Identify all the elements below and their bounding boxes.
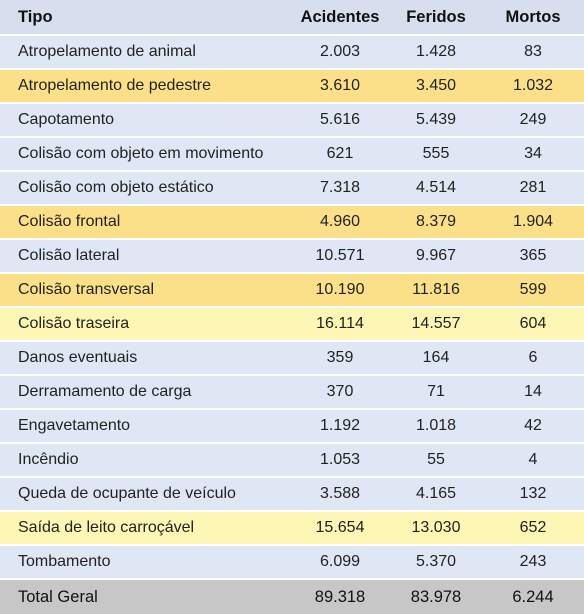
cell-tipo: Engavetamento <box>0 410 290 444</box>
table-body: Atropelamento de animal 2.003 1.428 83 Atrop… <box>0 36 584 580</box>
cell-mortos: 243 <box>482 546 584 580</box>
cell-feridos: 1.018 <box>390 410 482 444</box>
cell-mortos: 599 <box>482 274 584 308</box>
table-row: Danos eventuais 359 164 6 <box>0 342 584 376</box>
cell-tipo: Colisão transversal <box>0 274 290 308</box>
cell-acidentes: 359 <box>290 342 390 376</box>
cell-mortos: 1.904 <box>482 206 584 240</box>
table-row: Incêndio 1.053 55 4 <box>0 444 584 478</box>
cell-mortos: 4 <box>482 444 584 478</box>
total-label: Total Geral <box>0 580 290 614</box>
cell-tipo: Atropelamento de pedestre <box>0 70 290 104</box>
cell-tipo: Danos eventuais <box>0 342 290 376</box>
total-mortos: 6.244 <box>482 580 584 614</box>
table-row: Colisão com objeto em movimento 621 555 34 <box>0 138 584 172</box>
header-row: Tipo Acidentes Feridos Mortos <box>0 0 584 36</box>
cell-feridos: 164 <box>390 342 482 376</box>
cell-mortos: 365 <box>482 240 584 274</box>
cell-feridos: 13.030 <box>390 512 482 546</box>
header-mortos: Mortos <box>482 0 584 36</box>
table-row: Queda de ocupante de veículo 3.588 4.165 13… <box>0 478 584 512</box>
cell-feridos: 555 <box>390 138 482 172</box>
cell-feridos: 3.450 <box>390 70 482 104</box>
cell-feridos: 5.370 <box>390 546 482 580</box>
cell-feridos: 9.967 <box>390 240 482 274</box>
header-tipo: Tipo <box>0 0 290 36</box>
cell-acidentes: 2.003 <box>290 36 390 70</box>
table-row: Atropelamento de animal 2.003 1.428 83 <box>0 36 584 70</box>
cell-acidentes: 4.960 <box>290 206 390 240</box>
header-feridos: Feridos <box>390 0 482 36</box>
cell-acidentes: 10.571 <box>290 240 390 274</box>
cell-acidentes: 16.114 <box>290 308 390 342</box>
table-row: Colisão traseira 16.114 14.557 604 <box>0 308 584 342</box>
cell-acidentes: 3.588 <box>290 478 390 512</box>
cell-acidentes: 7.318 <box>290 172 390 206</box>
cell-feridos: 1.428 <box>390 36 482 70</box>
cell-mortos: 652 <box>482 512 584 546</box>
table-row: Atropelamento de pedestre 3.610 3.450 1.032 <box>0 70 584 104</box>
cell-mortos: 249 <box>482 104 584 138</box>
cell-mortos: 34 <box>482 138 584 172</box>
cell-acidentes: 370 <box>290 376 390 410</box>
cell-feridos: 55 <box>390 444 482 478</box>
cell-tipo: Queda de ocupante de veículo <box>0 478 290 512</box>
table-row: Capotamento 5.616 5.439 249 <box>0 104 584 138</box>
cell-tipo: Colisão frontal <box>0 206 290 240</box>
cell-tipo: Colisão lateral <box>0 240 290 274</box>
cell-acidentes: 6.099 <box>290 546 390 580</box>
cell-mortos: 281 <box>482 172 584 206</box>
cell-tipo: Colisão traseira <box>0 308 290 342</box>
table-row: Engavetamento 1.192 1.018 42 <box>0 410 584 444</box>
cell-tipo: Capotamento <box>0 104 290 138</box>
table-row: Colisão lateral 10.571 9.967 365 <box>0 240 584 274</box>
cell-tipo: Colisão com objeto estático <box>0 172 290 206</box>
cell-feridos: 71 <box>390 376 482 410</box>
table-row: Tombamento 6.099 5.370 243 <box>0 546 584 580</box>
cell-mortos: 42 <box>482 410 584 444</box>
table-row: Colisão transversal 10.190 11.816 599 <box>0 274 584 308</box>
cell-feridos: 4.514 <box>390 172 482 206</box>
total-acidentes: 89.318 <box>290 580 390 614</box>
cell-feridos: 11.816 <box>390 274 482 308</box>
cell-feridos: 4.165 <box>390 478 482 512</box>
cell-mortos: 604 <box>482 308 584 342</box>
cell-acidentes: 10.190 <box>290 274 390 308</box>
table-row: Colisão frontal 4.960 8.379 1.904 <box>0 206 584 240</box>
cell-acidentes: 5.616 <box>290 104 390 138</box>
cell-mortos: 83 <box>482 36 584 70</box>
table-row: Colisão com objeto estático 7.318 4.514 281 <box>0 172 584 206</box>
cell-mortos: 6 <box>482 342 584 376</box>
total-row: Total Geral 89.318 83.978 6.244 <box>0 580 584 614</box>
cell-mortos: 14 <box>482 376 584 410</box>
cell-acidentes: 3.610 <box>290 70 390 104</box>
header-acidentes: Acidentes <box>290 0 390 36</box>
table-row: Saída de leito carroçável 15.654 13.030 652 <box>0 512 584 546</box>
cell-acidentes: 15.654 <box>290 512 390 546</box>
cell-tipo: Derramamento de carga <box>0 376 290 410</box>
cell-feridos: 8.379 <box>390 206 482 240</box>
total-feridos: 83.978 <box>390 580 482 614</box>
cell-tipo: Atropelamento de animal <box>0 36 290 70</box>
cell-feridos: 14.557 <box>390 308 482 342</box>
cell-mortos: 1.032 <box>482 70 584 104</box>
cell-feridos: 5.439 <box>390 104 482 138</box>
cell-tipo: Tombamento <box>0 546 290 580</box>
cell-acidentes: 1.192 <box>290 410 390 444</box>
cell-acidentes: 621 <box>290 138 390 172</box>
table-row: Derramamento de carga 370 71 14 <box>0 376 584 410</box>
cell-tipo: Saída de leito carroçável <box>0 512 290 546</box>
cell-tipo: Incêndio <box>0 444 290 478</box>
cell-mortos: 132 <box>482 478 584 512</box>
cell-tipo: Colisão com objeto em movimento <box>0 138 290 172</box>
cell-acidentes: 1.053 <box>290 444 390 478</box>
